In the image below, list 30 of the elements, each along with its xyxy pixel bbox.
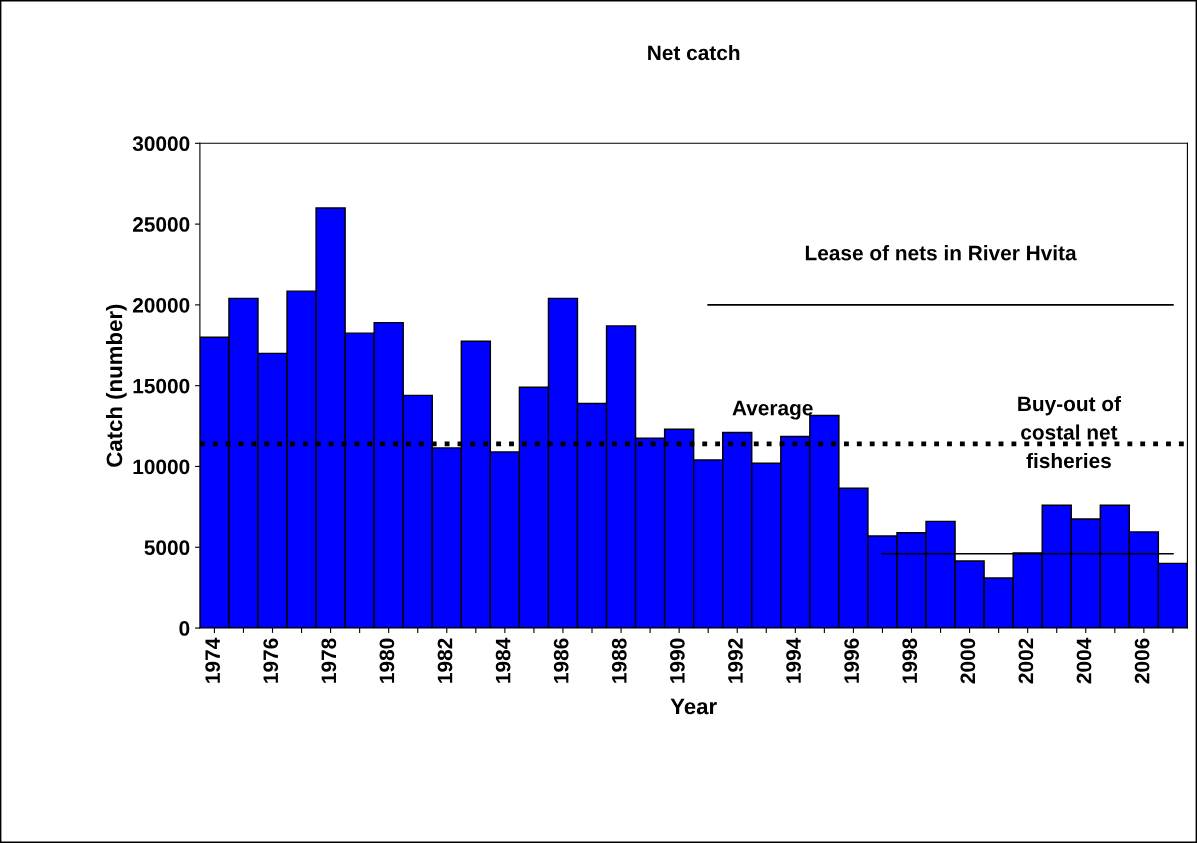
x-tick-label: 1974	[205, 637, 221, 683]
ref-line-label: Average	[732, 400, 813, 420]
x-tick-label: 2000	[960, 638, 976, 684]
x-tick-label: 1992	[728, 638, 743, 683]
x-tick-label: 1980	[379, 638, 395, 683]
y-tick-label: 25000	[132, 217, 190, 232]
x-tick-label: 2006	[1134, 638, 1150, 684]
x-tick-label: 1996	[844, 638, 859, 683]
x-tick-label: 1982	[437, 638, 453, 683]
x-axis-title: Year	[670, 698, 717, 715]
x-tick-label: 1986	[553, 638, 569, 683]
x-tick-label: 1990	[669, 638, 685, 683]
annotation: Lease of nets in River Hvita	[805, 245, 1077, 261]
x-tick-label: 2002	[1018, 638, 1034, 684]
annotation: Buy-out of costal net fisheries	[1018, 395, 1122, 469]
y-axis-title: Catch (number)	[105, 304, 127, 467]
y-tick-label: 20000	[132, 297, 190, 313]
x-tick-label: 1976	[263, 638, 279, 683]
x-tick-label: 1994	[786, 637, 801, 683]
x-tick-label: 1988	[611, 638, 627, 683]
y-tick-label: 15000	[133, 378, 190, 394]
x-tick-label: 2004	[1076, 637, 1092, 684]
y-tick-label: 30000	[132, 136, 190, 152]
y-tick-label: 5000	[144, 540, 190, 555]
y-tick-label: 10000	[133, 459, 190, 475]
x-tick-label: 1998	[902, 638, 918, 683]
y-tick-label: 0	[179, 621, 190, 636]
x-tick-label: 1984	[495, 637, 511, 683]
chart-title: Net catch	[648, 44, 740, 61]
x-tick-label: 1978	[321, 638, 337, 683]
